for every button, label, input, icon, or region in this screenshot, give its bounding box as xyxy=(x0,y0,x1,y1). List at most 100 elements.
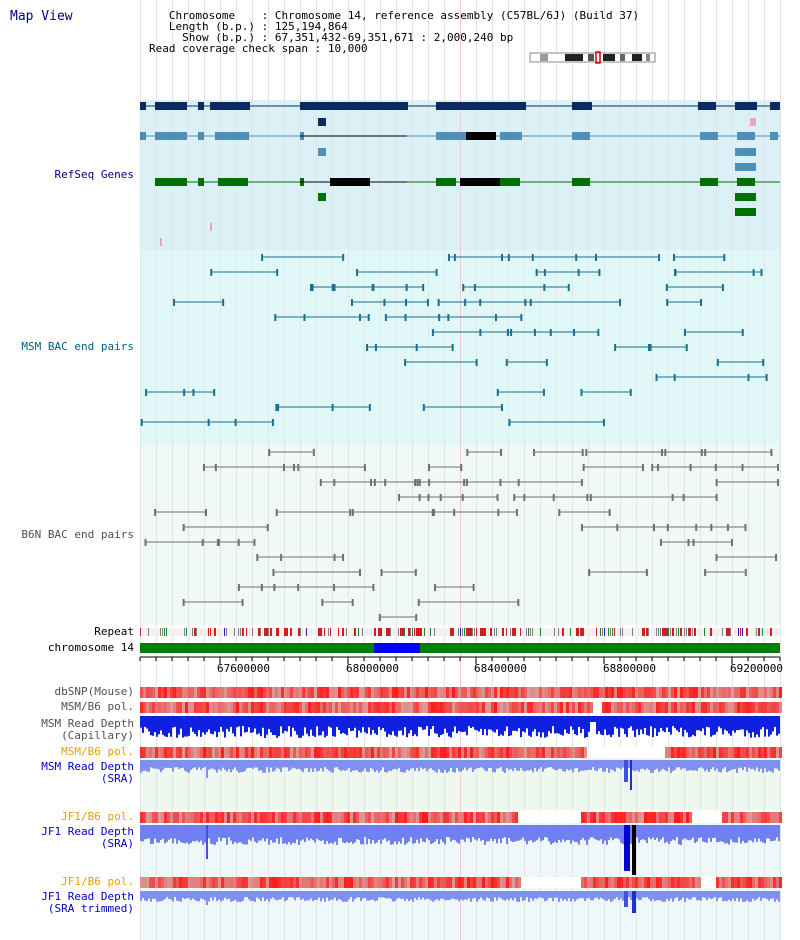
depth-bar xyxy=(772,716,774,732)
depth-bar xyxy=(404,716,406,728)
b6n-bac-track-label[interactable]: B6N BAC end pairs xyxy=(21,528,134,541)
heat-cell xyxy=(560,747,563,758)
heat-cell xyxy=(773,747,776,758)
heat-cell xyxy=(707,702,710,713)
grid-line xyxy=(716,0,717,940)
heat-cell xyxy=(320,702,323,713)
depth-bar xyxy=(638,716,640,735)
msm-capillary-depth-label[interactable]: MSM Read Depth xyxy=(41,717,134,730)
grid-line xyxy=(636,0,637,940)
repeat-mark xyxy=(386,628,388,636)
repeat-mark xyxy=(474,628,475,636)
repeat-mark xyxy=(554,628,555,636)
depth-bar xyxy=(568,716,570,734)
heat-cell xyxy=(758,687,761,698)
heat-cell xyxy=(653,687,656,698)
heat-cell xyxy=(689,702,692,713)
heat-cell xyxy=(461,702,464,713)
depth-bar xyxy=(258,716,260,734)
repeat-mark xyxy=(318,628,320,636)
msm-sra-depth-label[interactable]: MSM Read Depth xyxy=(41,760,134,773)
heat-cell xyxy=(509,702,512,713)
chromosome-track-label[interactable]: chromosome 14 xyxy=(47,641,134,654)
heat-cell xyxy=(704,747,707,758)
heat-cell xyxy=(371,747,374,758)
msm-b6-pol-label[interactable]: MSM/B6 pol. xyxy=(61,700,134,713)
heat-cell xyxy=(422,687,425,698)
heat-cell xyxy=(158,702,161,713)
depth-bar xyxy=(530,716,532,737)
depth-bar xyxy=(290,716,292,737)
heat-cell xyxy=(719,687,722,698)
depth-bar xyxy=(484,716,486,730)
heat-cell xyxy=(176,687,179,698)
depth-bar xyxy=(706,716,708,727)
depth-bar xyxy=(678,716,680,733)
heat-cell xyxy=(488,687,491,698)
depth-bar xyxy=(502,716,504,736)
grid-line xyxy=(236,0,237,940)
grid-line xyxy=(412,0,413,940)
heat-cell xyxy=(416,702,419,713)
depth-bar xyxy=(216,716,218,738)
repeat-mark xyxy=(226,628,227,636)
repeat-mark xyxy=(514,628,516,636)
repeat-track-label[interactable]: Repeat xyxy=(94,625,134,638)
heat-cell xyxy=(404,687,407,698)
dbsnp-track-label[interactable]: dbSNP(Mouse) xyxy=(54,685,134,698)
heat-cell xyxy=(257,702,260,713)
heat-cell xyxy=(515,747,518,758)
depth-bar xyxy=(498,716,500,737)
depth-bar xyxy=(368,716,370,728)
heat-cell xyxy=(311,702,314,713)
depth-bar xyxy=(576,716,578,736)
msm-b6-pol-sra-label[interactable]: MSM/B6 pol. xyxy=(61,745,134,758)
heat-cell xyxy=(239,702,242,713)
heat-cell xyxy=(644,702,647,713)
heat-cell xyxy=(368,747,371,758)
heat-cell xyxy=(167,747,170,758)
grid-line xyxy=(444,0,445,940)
heat-cell xyxy=(503,687,506,698)
heat-cell xyxy=(695,702,698,713)
heat-cell xyxy=(470,747,473,758)
heat-cell xyxy=(344,702,347,713)
grid-line xyxy=(652,0,653,940)
heat-cell xyxy=(167,687,170,698)
jf1-b6-pol-2-label[interactable]: JF1/B6 pol. xyxy=(61,875,134,888)
depth-bar xyxy=(718,716,720,727)
heat-cell xyxy=(584,747,587,758)
depth-bar xyxy=(734,716,736,733)
jf1-b6-pol-label[interactable]: JF1/B6 pol. xyxy=(61,810,134,823)
msm-bac-track-label[interactable]: MSM BAC end pairs xyxy=(21,340,134,353)
refseq-track-label[interactable]: RefSeq Genes xyxy=(54,168,134,181)
depth-bar xyxy=(632,716,634,731)
heat-cell xyxy=(557,702,560,713)
jf1-sra-depth-label[interactable]: JF1 Read Depth xyxy=(41,825,134,838)
jf1-trimmed-depth-label[interactable]: JF1 Read Depth xyxy=(41,890,134,903)
depth-bar xyxy=(514,716,516,731)
repeat-mark xyxy=(596,628,597,636)
heat-cell xyxy=(479,702,482,713)
heat-cell xyxy=(368,702,371,713)
heat-cell xyxy=(368,687,371,698)
depth-bar xyxy=(480,716,482,729)
heat-cell xyxy=(335,687,338,698)
heat-cell xyxy=(434,687,437,698)
depth-bar xyxy=(574,716,576,735)
heat-cell xyxy=(500,747,503,758)
heat-cell xyxy=(605,702,608,713)
repeat-mark xyxy=(494,628,495,636)
heat-cell xyxy=(389,702,392,713)
heat-cell xyxy=(749,702,752,713)
heat-cell xyxy=(440,747,443,758)
heat-cell xyxy=(338,747,341,758)
depth-bar xyxy=(504,716,506,732)
heat-cell xyxy=(272,747,275,758)
depth-bar xyxy=(158,716,160,735)
heat-cell xyxy=(404,747,407,758)
depth-bar xyxy=(162,716,164,735)
heat-cell xyxy=(638,747,641,758)
depth-bar xyxy=(402,716,404,736)
heat-cell xyxy=(446,687,449,698)
